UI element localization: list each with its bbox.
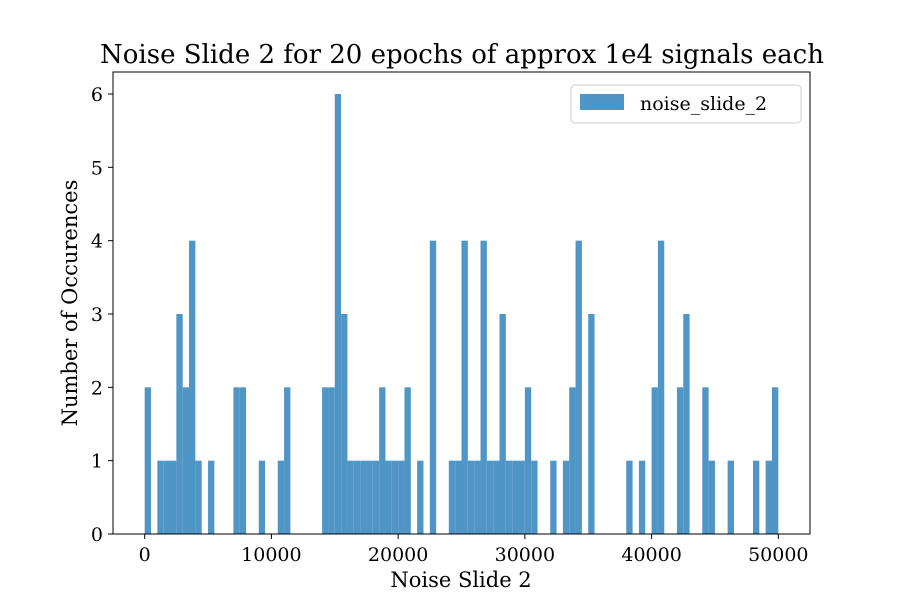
histogram-bar — [531, 460, 538, 534]
histogram-bar — [334, 94, 342, 534]
histogram-bar — [550, 460, 557, 534]
y-tick-label: 0 — [91, 524, 103, 546]
y-axis-label: Number of Occurences — [58, 180, 82, 427]
histogram-bar — [474, 460, 481, 534]
histogram-bar — [277, 460, 285, 534]
histogram-bar — [372, 460, 380, 534]
histogram-bar — [518, 460, 525, 534]
histogram-bar — [239, 387, 247, 534]
x-tick-label: 50000 — [748, 544, 808, 566]
histogram-bar — [657, 240, 665, 534]
axes-group — [112, 71, 811, 535]
histogram-bar — [626, 460, 633, 534]
histogram-bar — [176, 314, 183, 534]
histogram-bar — [417, 460, 424, 534]
histogram-bar — [170, 460, 177, 534]
histogram-bar — [562, 460, 570, 534]
histogram-bar — [765, 460, 772, 534]
histogram-bar — [322, 387, 329, 534]
plot-frame — [112, 71, 811, 535]
histogram-bar — [638, 460, 646, 534]
histogram-bar — [163, 460, 171, 534]
x-axis-label: Noise Slide 2 — [390, 568, 531, 592]
histogram-bar — [486, 460, 494, 534]
histogram-bar — [353, 460, 361, 534]
histogram-bar — [683, 314, 690, 534]
y-tick-label: 6 — [91, 84, 103, 106]
histogram-bar — [524, 387, 532, 534]
histogram-bar — [328, 387, 335, 534]
histogram-bar — [341, 314, 348, 534]
histogram-bar — [284, 387, 291, 534]
histogram-bar — [429, 240, 437, 534]
histogram-bar — [385, 460, 392, 534]
x-tick-label: 10000 — [241, 544, 301, 566]
legend-swatch — [580, 94, 624, 110]
histogram-bar — [461, 240, 468, 534]
histogram-bar — [208, 460, 215, 534]
histogram-bar — [379, 387, 386, 534]
histogram-bar — [708, 460, 715, 534]
legend: noise_slide_2 — [570, 84, 802, 124]
histogram-bar — [752, 460, 760, 534]
histogram-bar — [144, 387, 152, 534]
histogram-bar — [195, 460, 202, 534]
histogram-bar — [258, 460, 266, 534]
histogram-bar — [493, 460, 500, 534]
y-tick-label: 5 — [91, 157, 103, 179]
histogram-bar — [575, 240, 582, 534]
histogram-bar — [398, 460, 405, 534]
histogram-bar — [157, 460, 164, 534]
histogram-bar — [727, 460, 734, 534]
x-tick-label: 0 — [139, 544, 151, 566]
legend-box — [570, 84, 802, 124]
bars-group — [144, 94, 779, 534]
histogram-bar — [480, 240, 487, 534]
histogram-bar — [448, 460, 456, 534]
x-tick-label: 30000 — [495, 544, 555, 566]
histogram-bar — [366, 460, 373, 534]
histogram-bar — [467, 460, 475, 534]
y-tick-label: 1 — [91, 451, 103, 473]
y-tick-label: 2 — [91, 377, 103, 399]
histogram-bar — [505, 460, 513, 534]
x-tick-label: 40000 — [621, 544, 681, 566]
histogram-bar — [676, 387, 684, 534]
histogram-bar — [702, 387, 709, 534]
legend-label: noise_slide_2 — [640, 93, 767, 115]
chart-title: Noise Slide 2 for 20 epochs of approx 1e… — [100, 40, 824, 70]
histogram-bar — [360, 460, 367, 534]
histogram-bar — [499, 314, 506, 534]
histogram-bar — [391, 460, 399, 534]
histogram-bar — [182, 387, 190, 534]
y-tick-label: 3 — [91, 304, 103, 326]
x-ticks: 0 10000 20000 30000 40000 50000 — [139, 534, 809, 566]
histogram-bar — [569, 387, 576, 534]
histogram-bar — [771, 387, 779, 534]
histogram-bar — [189, 240, 196, 534]
histogram-bar — [233, 387, 240, 534]
y-tick-label: 4 — [91, 231, 103, 253]
histogram-bar — [512, 460, 519, 534]
histogram-bar — [455, 460, 462, 534]
histogram-bar — [588, 314, 595, 534]
histogram-bar — [347, 460, 354, 534]
histogram-bar — [651, 387, 658, 534]
y-ticks: 0 1 2 3 4 5 6 — [91, 84, 113, 546]
x-tick-label: 20000 — [368, 544, 428, 566]
histogram-bar — [404, 387, 411, 534]
